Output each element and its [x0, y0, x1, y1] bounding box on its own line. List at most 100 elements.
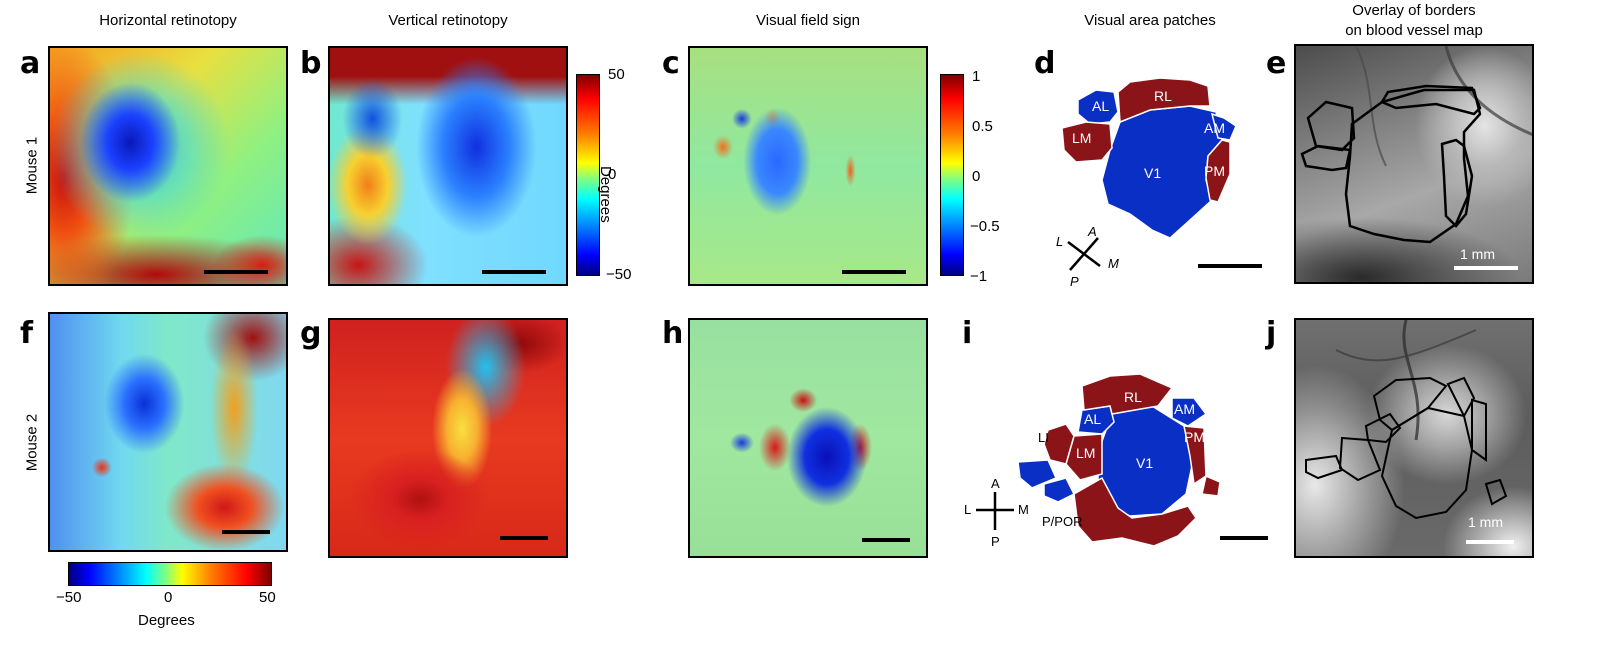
patch-li — [1043, 423, 1075, 465]
patch-am — [1171, 397, 1208, 427]
patch-al — [1077, 89, 1119, 125]
scale-bar — [1454, 266, 1518, 270]
colorbar-degrees-title: Degrees — [597, 166, 614, 223]
patch-rl — [1081, 373, 1174, 415]
compass-a: A — [1087, 224, 1097, 239]
panel-letter-d: d — [1034, 46, 1056, 81]
scale-bar — [862, 538, 910, 542]
colorbar-degrees — [576, 74, 600, 276]
colorbar-degrees-horizontal — [68, 562, 272, 586]
patch-label-al: AL — [1084, 411, 1101, 427]
panel-letter-i: i — [962, 316, 973, 351]
col-title-vertical: Vertical retinotopy — [388, 12, 508, 29]
patch-am — [1210, 112, 1237, 141]
patch-label-al: AL — [1092, 98, 1109, 114]
col-title-sign: Visual field sign — [756, 12, 860, 29]
scale-bar — [222, 530, 270, 534]
scale-label: 1 mm — [1468, 514, 1503, 530]
patch-label-am: AM — [1174, 401, 1195, 417]
colorbar-bottom-title: Degrees — [138, 612, 195, 629]
map-horizontal-mouse1 — [48, 46, 288, 286]
panel-letter-b: b — [300, 46, 322, 81]
patch-map-mouse1: AL RL LM AM V1 PM A L M P — [1056, 77, 1262, 289]
colorbar-sign-tick-m05: −0.5 — [970, 218, 1000, 235]
vessel — [1335, 329, 1477, 362]
row-label-mouse2: Mouse 2 — [23, 413, 41, 472]
patch-label-lm: LM — [1076, 445, 1095, 461]
patch-v1 — [1101, 105, 1223, 239]
map-horizontal-mouse2 — [48, 312, 288, 552]
col-title-overlay-1: Overlay of borders — [1352, 2, 1476, 19]
col-title-patches: Visual area patches — [1084, 12, 1216, 29]
map-overlay-mouse2: 1 mm — [1294, 318, 1534, 558]
compass-mouse1: A L M P — [1056, 224, 1119, 289]
panel-letter-f: f — [20, 316, 34, 351]
patch-label-pm: PM — [1184, 429, 1205, 445]
patch-pm — [1183, 425, 1207, 486]
compass-l: L — [964, 502, 971, 517]
colorbar-sign — [940, 74, 964, 276]
colorbar-sign-tick-m1: −1 — [970, 268, 988, 285]
map-sign-mouse2 — [688, 318, 928, 558]
colorbar-degrees-min: −50 — [606, 266, 632, 283]
scale-bar — [500, 536, 548, 540]
patch-rl — [1117, 77, 1211, 124]
patch-pm — [1205, 139, 1231, 203]
patch-label-rl: RL — [1154, 88, 1172, 104]
patch-label-v1: V1 — [1136, 455, 1153, 471]
compass-a: A — [991, 476, 1000, 491]
panel-letter-g: g — [300, 316, 322, 351]
colorbar-bottom-max: 50 — [259, 589, 276, 606]
compass-p: P — [1070, 274, 1079, 289]
colorbar-bottom-mid: 0 — [164, 589, 173, 606]
patch-ppor — [1073, 476, 1197, 547]
panel-letter-a: a — [20, 46, 41, 81]
colorbar-sign-tick-0: 0 — [972, 168, 981, 185]
scale-bar — [1466, 540, 1514, 544]
patch-map-mouse2: AL RL LM AM V1 PM LI P/POR A L M P — [964, 373, 1268, 549]
scale-bar — [1220, 536, 1268, 540]
compass-p: P — [991, 534, 1000, 549]
compass-m: M — [1018, 502, 1029, 517]
patch-label-rl: RL — [1124, 389, 1142, 405]
colorbar-sign-tick-1: 1 — [972, 68, 981, 85]
patch-label-pm: PM — [1204, 163, 1225, 179]
scale-bar — [482, 270, 546, 274]
patch-label-lm: LM — [1072, 130, 1091, 146]
colorbar-bottom-min: −50 — [56, 589, 82, 606]
map-vertical-mouse2 — [328, 318, 568, 558]
map-vertical-mouse1 — [328, 46, 568, 286]
scale-label: 1 mm — [1460, 246, 1495, 262]
col-title-horizontal: Horizontal retinotopy — [99, 12, 237, 29]
patch-lateral-blue-2 — [1043, 477, 1076, 503]
patch-lm — [1061, 121, 1113, 163]
patch-lateral-small — [1201, 474, 1221, 497]
patch-label-am: AM — [1204, 120, 1225, 136]
scale-bar — [204, 270, 268, 274]
colorbar-degrees-max: 50 — [608, 66, 625, 83]
colorbar-sign-tick-05: 0.5 — [972, 118, 993, 135]
row-label-mouse1: Mouse 1 — [23, 136, 41, 195]
panel-letter-e: e — [1266, 46, 1287, 81]
panel-letter-j: j — [1266, 316, 1277, 351]
patch-lateral-blue — [1017, 459, 1057, 489]
border-overlay — [1305, 376, 1508, 520]
border-overlay — [1300, 84, 1482, 244]
col-title-overlay-2: on blood vessel map — [1345, 22, 1483, 39]
vessel — [1402, 320, 1420, 441]
colorbar-degrees-mid: 0 — [608, 166, 617, 183]
compass-l: L — [1056, 234, 1063, 249]
compass-mouse2: A L M P — [964, 476, 1029, 549]
panel-letter-c: c — [662, 46, 680, 81]
map-sign-mouse1 — [688, 46, 928, 286]
scale-bar — [842, 270, 906, 274]
map-overlay-mouse1: 1 mm — [1294, 44, 1534, 284]
patch-label-li: LI — [1038, 430, 1049, 445]
compass-m: M — [1108, 256, 1119, 271]
scale-bar — [1198, 264, 1262, 268]
patch-label-v1: V1 — [1144, 165, 1161, 181]
vessel — [1355, 46, 1387, 167]
panel-letter-h: h — [662, 316, 684, 351]
patch-label-ppor: P/POR — [1042, 514, 1082, 529]
